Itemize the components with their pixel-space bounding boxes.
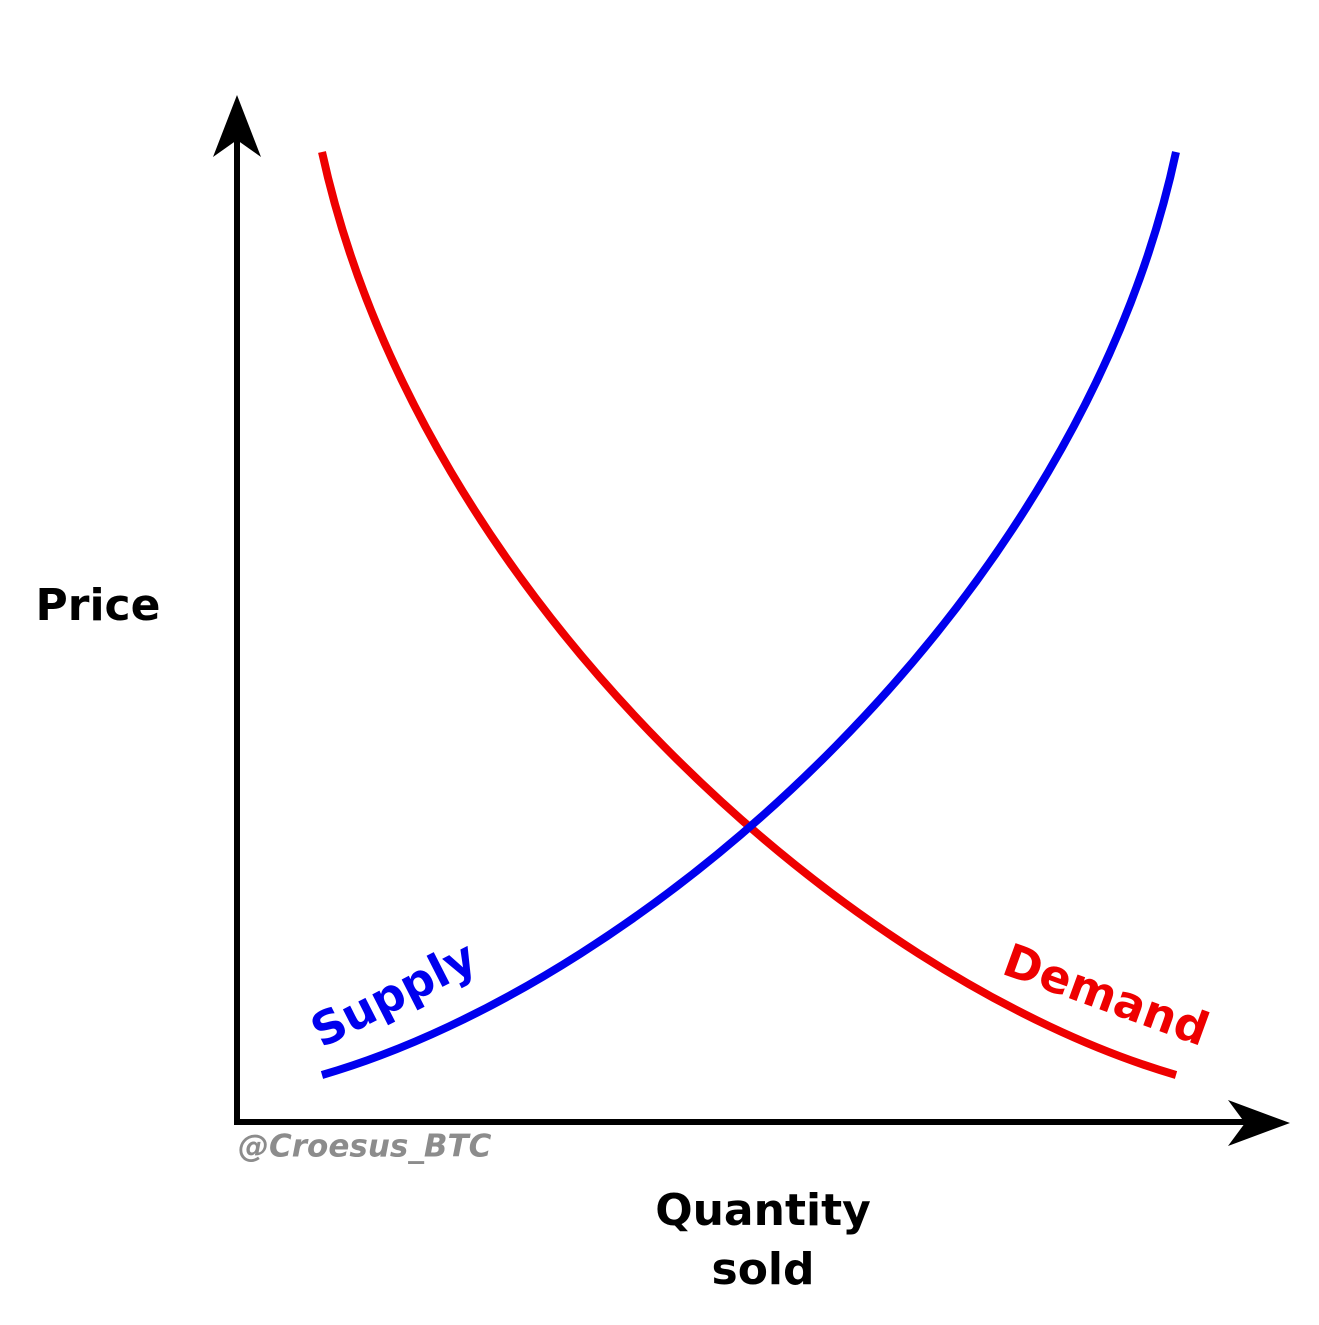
supply-curve [320, 151, 1180, 1079]
y-axis-label: Price [36, 580, 161, 631]
demand-curve [318, 151, 1178, 1079]
x-axis-arrow [1228, 1100, 1290, 1146]
x-axis-label: sold [712, 1244, 815, 1295]
x-axis-label: Quantity [655, 1185, 871, 1236]
y-axis-arrow [213, 95, 261, 157]
watermark: @Croesus_BTC [238, 1129, 492, 1165]
